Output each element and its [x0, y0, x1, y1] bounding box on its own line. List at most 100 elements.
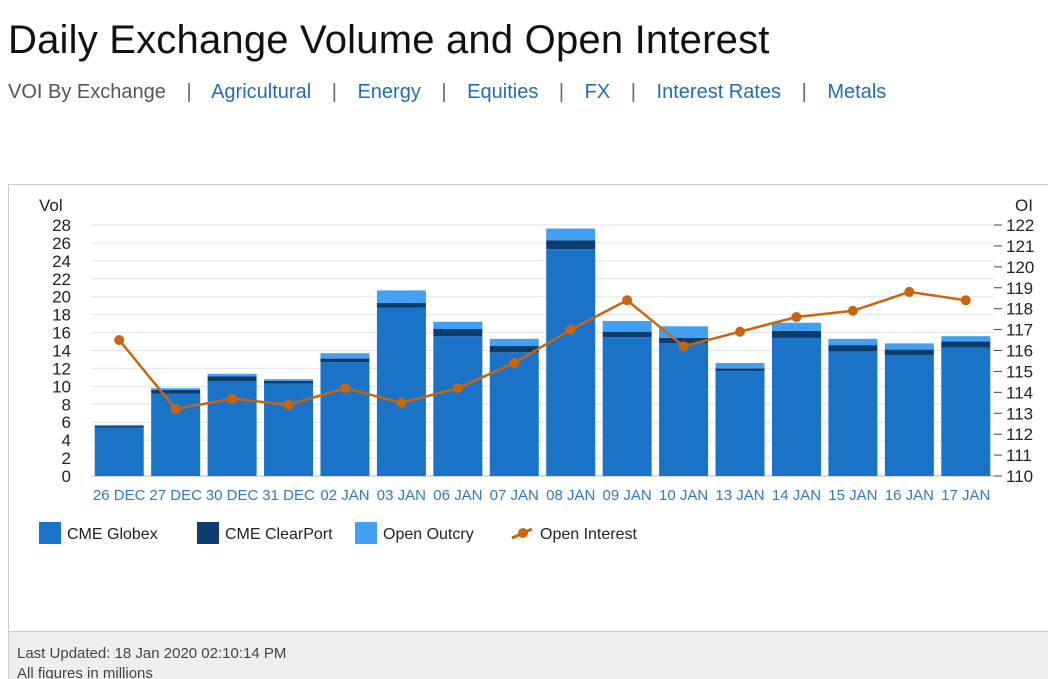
y-tick-label-right: 115 [1006, 362, 1033, 381]
legend-swatch [197, 522, 219, 544]
bar-cme-globex [94, 427, 144, 476]
y-tick-label-left: 10 [52, 377, 71, 396]
bar-cme-clearport [828, 345, 878, 352]
bar-open-outcry [884, 343, 934, 350]
bar-cme-globex [433, 336, 483, 476]
legend-label: Open Outcry [383, 526, 474, 543]
bar-open-outcry [659, 326, 709, 338]
open-interest-point [339, 383, 350, 394]
x-tick-label: 17 JAN [941, 487, 990, 504]
y-tick-label-right: 111 [1006, 446, 1032, 465]
bar-cme-clearport [433, 328, 483, 337]
bar-open-outcry [941, 336, 991, 342]
x-tick-label: 07 JAN [490, 487, 539, 504]
open-interest-point [227, 393, 238, 404]
y-tick-label-right: 116 [1006, 342, 1033, 361]
bar-cme-globex [771, 337, 821, 476]
open-interest-point [904, 286, 915, 297]
x-tick-label: 27 DEC [149, 487, 202, 504]
bar-cme-globex [884, 354, 934, 476]
y-tick-label-left: 16 [52, 324, 71, 343]
nav-separator: | [630, 81, 636, 103]
y-tick-label-right: 114 [1006, 383, 1033, 402]
bar-open-outcry [94, 424, 144, 426]
y-tick-label-left: 14 [52, 342, 71, 361]
nav-link-equities[interactable]: Equities [467, 81, 539, 103]
bar-open-outcry [376, 290, 426, 303]
x-tick-label: 03 JAN [377, 487, 426, 504]
open-interest-point [622, 295, 633, 306]
footer: Last Updated: 18 Jan 2020 02:10:14 PM Al… [8, 632, 1048, 679]
legend-label: CME ClearPort [225, 526, 333, 543]
x-tick-label: 31 DEC [262, 487, 315, 504]
x-tick-label: 06 JAN [433, 487, 482, 504]
figures-note: All figures in millions [17, 665, 153, 679]
x-tick-label: 02 JAN [320, 487, 369, 504]
legend-swatch-marker [518, 528, 528, 538]
y-tick-label-left: 8 [62, 395, 71, 414]
x-tick-label: 13 JAN [715, 487, 764, 504]
bar-open-outcry [715, 363, 765, 369]
open-interest-line [118, 290, 966, 411]
y-tick-label-right: 121 [1006, 237, 1034, 256]
bar-cme-clearport [94, 425, 144, 428]
bar-cme-clearport [546, 240, 596, 250]
last-updated-text: Last Updated: 18 Jan 2020 02:10:14 PM [17, 645, 287, 662]
nav-separator: | [441, 81, 447, 103]
y-tick-label-left: 22 [52, 270, 71, 289]
open-interest-point [283, 399, 294, 410]
nav-link-energy[interactable]: Energy [357, 81, 421, 103]
bar-cme-clearport [151, 389, 201, 394]
page-title: Daily Exchange Volume and Open Interest [8, 18, 770, 62]
bar-cme-globex [376, 307, 426, 476]
y-tick-label-left: 12 [52, 359, 71, 378]
nav-link-agricultural[interactable]: Agricultural [211, 81, 312, 103]
legend-swatch [39, 522, 61, 544]
nav-separator: | [186, 81, 192, 103]
y-tick-label-left: 4 [62, 431, 71, 450]
legend-label: Open Interest [540, 526, 638, 543]
bar-open-outcry [489, 338, 539, 347]
y-tick-label-left: 18 [52, 306, 71, 325]
open-interest-point [678, 341, 689, 352]
open-interest-point [735, 326, 746, 337]
open-interest-point [396, 397, 407, 408]
y-tick-label-right: 119 [1006, 279, 1033, 298]
bar-cme-clearport [715, 368, 765, 372]
x-tick-label: 16 JAN [885, 487, 934, 504]
y-tick-label-left: 26 [52, 234, 71, 253]
bar-cme-globex [828, 351, 878, 476]
chart-panel: 0 2 4 6 8 10 12 14 16 18 20 22 24 26 28 110 111 112 113 114… [8, 184, 1048, 632]
x-tick-label: 26 DEC [93, 487, 146, 504]
nav-link-fx[interactable]: FX [584, 81, 611, 103]
bar-cme-globex [941, 347, 991, 476]
x-tick-label: 09 JAN [603, 487, 652, 504]
y-tick-label-right: 117 [1006, 321, 1033, 340]
bar-open-outcry [207, 373, 257, 377]
y-tick-label-right: 110 [1006, 467, 1033, 486]
bar-cme-clearport [320, 358, 370, 363]
bar-cme-globex [659, 343, 709, 476]
bar-open-outcry [771, 322, 821, 331]
nav-link-interest-rates[interactable]: Interest Rates [656, 81, 782, 103]
bar-open-outcry [546, 228, 596, 241]
bar-cme-clearport [602, 331, 652, 338]
x-tick-label: 14 JAN [772, 487, 821, 504]
nav-separator: | [331, 81, 337, 103]
y-tick-label-right: 120 [1006, 258, 1034, 277]
y-tick-label-right: 118 [1006, 300, 1033, 319]
y-tick-label-left: 6 [62, 413, 71, 432]
bar-open-outcry [602, 320, 652, 332]
bar-cme-clearport [489, 346, 539, 353]
bar-cme-clearport [264, 380, 314, 384]
open-interest-point [791, 312, 802, 323]
bar-open-outcry [828, 338, 878, 346]
bar-cme-clearport [376, 302, 426, 308]
bar-cme-globex [602, 337, 652, 476]
bar-open-outcry [264, 379, 314, 381]
y-tick-label-right: 113 [1006, 404, 1033, 423]
nav-link-metals[interactable]: Metals [827, 81, 887, 103]
y-tick-label-left: 0 [62, 467, 71, 486]
nav-current-voi-by-exchange: VOI By Exchange [8, 81, 166, 103]
x-tick-label: 30 DEC [206, 487, 259, 504]
